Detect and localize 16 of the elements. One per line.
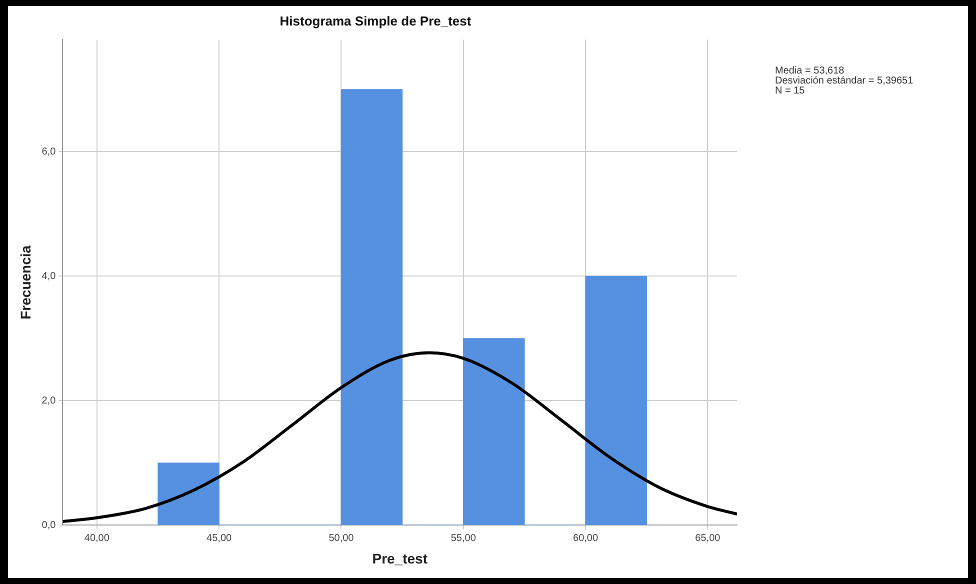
x-tick-label: 55,00 xyxy=(450,532,476,544)
x-tick-label: 45,00 xyxy=(206,532,232,544)
x-tick-label: 50,00 xyxy=(328,532,354,544)
chart-title: Histograma Simple de Pre_test xyxy=(280,13,472,28)
x-axis-title: Pre_test xyxy=(372,550,428,566)
y-tick-label: 2,0 xyxy=(42,395,56,406)
y-tick-label: 4,0 xyxy=(42,270,56,282)
y-axis-title: Frecuencia xyxy=(17,245,34,320)
x-tick-label: 40,00 xyxy=(84,532,110,544)
y-tick-label: 0,0 xyxy=(42,520,56,531)
y-tick-label: 6,0 xyxy=(42,146,56,158)
text: N = 15 xyxy=(775,85,806,96)
text: Media = 53,618 xyxy=(775,65,845,76)
text: Desviación estándar = 5,39651 xyxy=(775,75,914,86)
x-tick-label: 65,00 xyxy=(695,532,721,544)
x-tick-label: 60,00 xyxy=(573,532,598,544)
